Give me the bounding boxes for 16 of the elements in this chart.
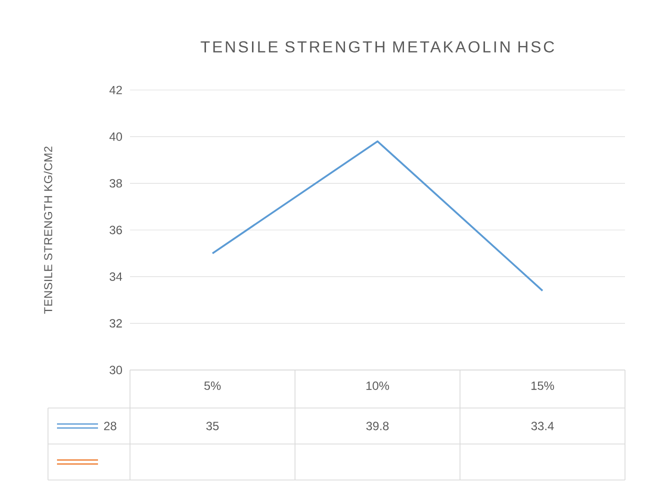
- x-tick-label: 10%: [366, 382, 390, 390]
- y-tick-label: 38: [110, 179, 122, 188]
- y-tick-label: 34: [110, 272, 122, 281]
- legend-label: 28: [104, 422, 116, 430]
- y-tick-label: 40: [109, 132, 122, 141]
- x-tick-label: 15%: [531, 382, 554, 390]
- y-tick-label: 32: [110, 319, 122, 328]
- y-tick-label: 36: [110, 226, 122, 234]
- y-tick-label: 42: [109, 86, 122, 94]
- data-label: 33.4: [531, 422, 554, 430]
- y-axis-title: TENSILE STRENGTH KG/CM2: [44, 146, 52, 314]
- y-tick-label: 30: [110, 366, 122, 374]
- data-label: 35: [206, 422, 219, 430]
- chart-title: TENSILE STRENGTH METAKAOLIN HSC: [200, 41, 554, 52]
- x-tick-label: 5%: [204, 382, 221, 390]
- data-label: 39.8: [366, 422, 389, 430]
